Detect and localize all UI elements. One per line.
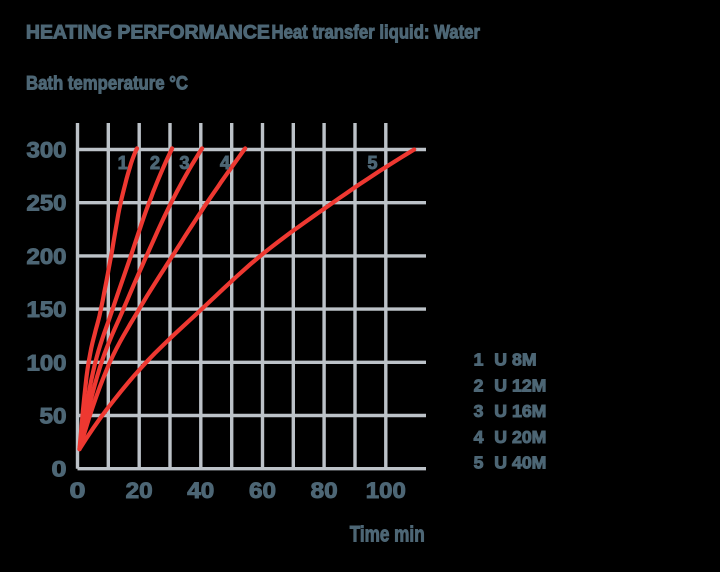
svg-text:U 12M: U 12M: [494, 375, 546, 395]
svg-text:HEATING PERFORMANCE: HEATING PERFORMANCE: [26, 22, 270, 44]
svg-text:4: 4: [220, 153, 230, 173]
svg-text:3: 3: [474, 401, 484, 421]
svg-text:5: 5: [474, 453, 484, 473]
svg-text:4: 4: [474, 427, 484, 447]
svg-text:150: 150: [27, 297, 67, 322]
svg-text:Bath temperature °C: Bath temperature °C: [26, 74, 188, 95]
svg-text:Heat transfer liquid: Water: Heat transfer liquid: Water: [272, 22, 481, 44]
svg-text:U 8M: U 8M: [494, 350, 536, 370]
svg-text:250: 250: [27, 191, 67, 216]
svg-text:40: 40: [187, 478, 214, 503]
svg-text:200: 200: [27, 244, 67, 269]
svg-text:300: 300: [27, 138, 67, 163]
svg-text:80: 80: [311, 478, 338, 503]
svg-text:2: 2: [474, 375, 484, 395]
svg-text:20: 20: [126, 478, 153, 503]
svg-text:5: 5: [367, 153, 377, 173]
svg-text:2: 2: [150, 153, 160, 173]
svg-text:U 40M: U 40M: [494, 453, 546, 473]
svg-text:U 20M: U 20M: [494, 427, 546, 447]
svg-text:U 16M: U 16M: [494, 401, 546, 421]
svg-text:1: 1: [118, 153, 128, 173]
svg-text:50: 50: [40, 404, 67, 429]
svg-text:60: 60: [249, 478, 276, 503]
svg-text:1: 1: [474, 350, 484, 370]
svg-text:100: 100: [27, 350, 67, 375]
svg-text:Time min: Time min: [350, 521, 425, 546]
svg-text:100: 100: [366, 478, 406, 503]
svg-text:0: 0: [70, 478, 86, 503]
svg-text:0: 0: [52, 457, 67, 482]
svg-text:3: 3: [179, 153, 189, 173]
